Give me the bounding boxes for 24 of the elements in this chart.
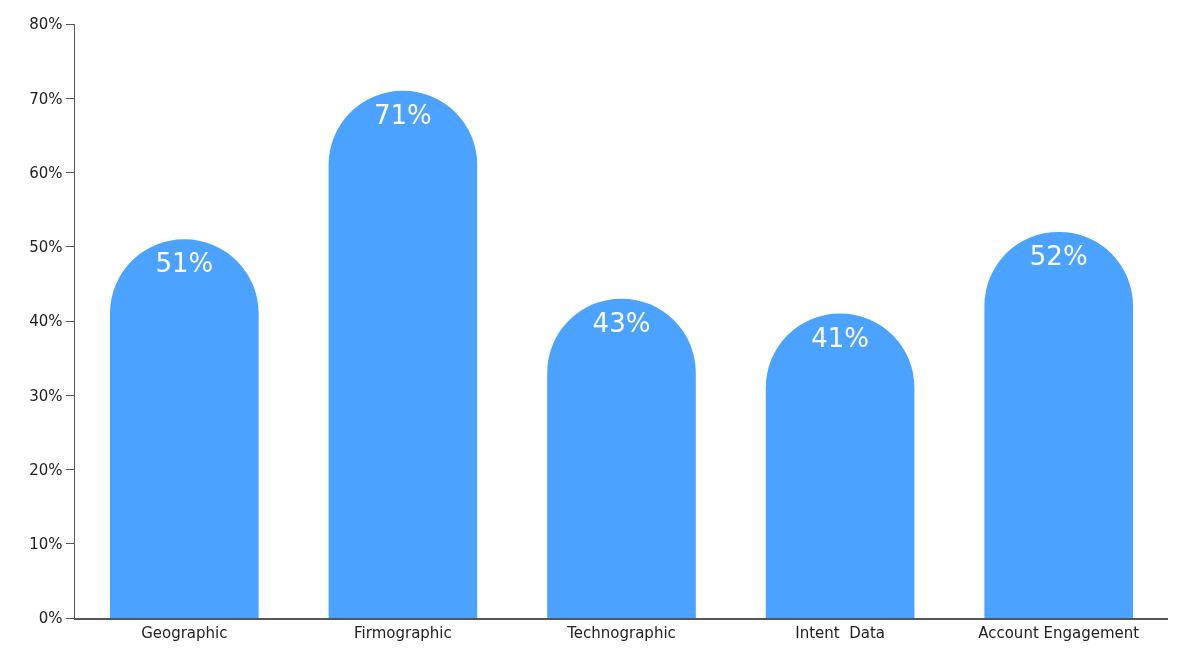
y-tick-label: 10%: [29, 535, 63, 553]
bar: [984, 231, 1134, 618]
data-label: 41%: [811, 322, 869, 353]
x-tick-label: Technographic: [566, 623, 676, 642]
y-tick-label: 40%: [29, 312, 63, 331]
y-tick-label: 0%: [38, 609, 63, 628]
bar: [328, 90, 478, 618]
x-tick-label: Geographic: [141, 623, 228, 642]
bar: [765, 313, 915, 618]
bar: [109, 239, 259, 618]
y-tick-label: 20%: [29, 460, 63, 479]
y-tick-label: 80%: [29, 15, 63, 34]
bar: [547, 298, 696, 618]
data-label: 51%: [155, 248, 214, 279]
data-label: 43%: [592, 307, 651, 338]
data-label: 52%: [1029, 240, 1088, 271]
y-tick-label: 50%: [29, 238, 63, 256]
x-tick-label: Firmographic: [354, 623, 452, 642]
x-tick-label: Intent Data: [795, 623, 885, 642]
y-tick-label: 30%: [29, 386, 63, 405]
data-label: 71%: [374, 99, 432, 130]
y-tick-label: 60%: [29, 163, 63, 182]
x-tick-label: Account Engagement: [978, 623, 1140, 642]
y-tick-label: 70%: [29, 89, 63, 108]
